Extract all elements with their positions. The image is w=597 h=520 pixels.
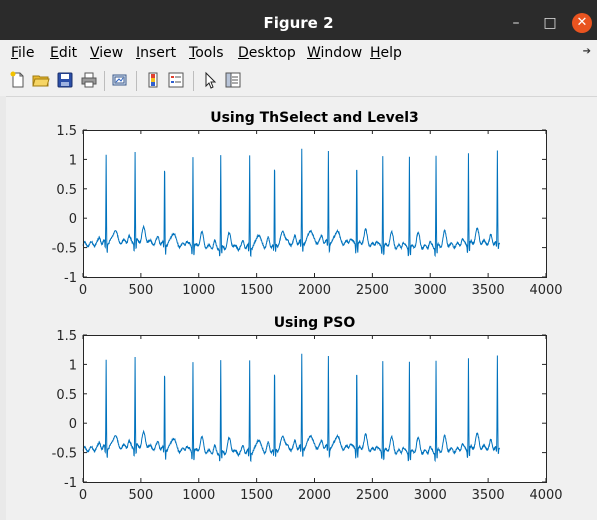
y-tick-label: 1 <box>69 153 77 168</box>
menu-view[interactable]: View <box>90 45 123 61</box>
axes-1-title: Using ThSelect and Level3 <box>210 110 419 126</box>
x-tick-label: 4000 <box>529 488 562 503</box>
menu-insert[interactable]: Insert <box>136 45 176 61</box>
axes-1: 0 500 1000 1500 2000 2500 3000 3500 4000 -1 -0.5 0 0… <box>52 124 563 298</box>
close-button[interactable]: ✕ <box>572 13 592 33</box>
y-tick-label: 1 <box>69 358 77 373</box>
axes-2: 0 500 1000 1500 2000 2500 3000 3500 4000 -1 -0.5 0 0… <box>52 329 563 503</box>
x-tick-label: 1500 <box>240 488 273 503</box>
axes-1-signal-line <box>82 148 501 258</box>
y-tick-label: 0.5 <box>56 183 77 198</box>
insert-colorbar-icon[interactable] <box>144 71 162 89</box>
x-tick-label: 500 <box>128 283 153 298</box>
menu-window[interactable]: Window <box>307 45 362 61</box>
x-tick-label: 2500 <box>356 488 389 503</box>
menu-file-rest: ile <box>18 45 35 61</box>
window-title: Figure 2 <box>263 14 334 32</box>
x-tick-label: 2000 <box>298 488 331 503</box>
window-titlebar[interactable]: Figure 2 – □ ✕ <box>0 0 597 40</box>
background-window-strip <box>0 96 6 520</box>
new-figure-icon[interactable] <box>9 71 27 89</box>
property-inspector-icon[interactable] <box>224 71 242 89</box>
menu-tools[interactable]: Tools <box>189 45 224 61</box>
y-tick-label: 0 <box>69 212 77 227</box>
menu-desktop-rest: esktop <box>248 45 296 61</box>
menu-help[interactable]: Help <box>370 45 402 61</box>
menu-view-mnemonic: V <box>90 45 100 61</box>
x-tick-label: 1500 <box>240 283 273 298</box>
menu-file-mnemonic: F <box>11 45 19 61</box>
x-tick-label: 0 <box>79 283 87 298</box>
menu-help-rest: elp <box>380 45 402 61</box>
menubar-dock-arrow-icon[interactable]: ➔ <box>582 46 591 57</box>
y-tick-label: 0 <box>69 417 77 432</box>
maximize-button[interactable]: □ <box>543 15 557 31</box>
menu-edit-mnemonic: E <box>50 45 59 61</box>
save-icon[interactable] <box>56 71 74 89</box>
menu-file[interactable]: File <box>11 45 34 61</box>
y-tick-label: -0.5 <box>52 242 77 257</box>
menu-insert-rest: nsert <box>140 45 177 61</box>
y-tick-label: 1.5 <box>56 329 77 344</box>
y-tick-label: 1.5 <box>56 124 77 139</box>
toolbar-separator <box>193 71 194 91</box>
menu-edit-rest: dit <box>58 45 78 61</box>
toolbar-separator <box>136 71 137 91</box>
x-tick-label: 1000 <box>182 488 215 503</box>
axes-2-background <box>83 335 546 482</box>
menu-insert-mnemonic: I <box>136 45 141 61</box>
axes-1-background <box>83 130 546 277</box>
menu-view-rest: iew <box>99 45 124 61</box>
y-tick-label: -1 <box>64 476 77 491</box>
link-figure-icon[interactable] <box>111 71 129 89</box>
y-tick-label: 0.5 <box>56 388 77 403</box>
edit-plot-arrow-icon[interactable] <box>201 71 219 89</box>
x-tick-label: 3500 <box>472 283 505 298</box>
menu-help-mnemonic: H <box>370 45 381 61</box>
menubar: File Edit View Insert Tools Desktop Wind… <box>0 40 597 66</box>
menu-window-rest: indow <box>320 45 363 61</box>
x-tick-label: 3000 <box>414 488 447 503</box>
minimize-button[interactable]: – <box>512 15 520 31</box>
menu-tools-rest: ools <box>195 45 224 61</box>
y-tick-label: -0.5 <box>52 447 77 462</box>
x-tick-label: 1000 <box>182 283 215 298</box>
print-icon[interactable] <box>80 71 98 89</box>
x-tick-label: 4000 <box>529 283 562 298</box>
x-tick-label: 2500 <box>356 283 389 298</box>
menu-tools-mnemonic: T <box>189 45 196 61</box>
x-tick-label: 2000 <box>298 283 331 298</box>
insert-legend-icon[interactable] <box>167 71 185 89</box>
menu-window-mnemonic: W <box>307 45 321 61</box>
menu-edit[interactable]: Edit <box>50 45 77 61</box>
x-tick-label: 3500 <box>472 488 505 503</box>
x-tick-label: 0 <box>79 488 87 503</box>
menu-desktop[interactable]: Desktop <box>238 45 296 61</box>
toolbar-separator <box>104 71 105 91</box>
x-tick-label: 500 <box>128 488 153 503</box>
axes-2-signal-line <box>82 353 501 463</box>
axes-2-title: Using PSO <box>273 315 356 331</box>
open-file-icon[interactable] <box>32 71 50 89</box>
figure-toolbar <box>0 66 597 97</box>
menu-desktop-mnemonic: D <box>238 45 249 61</box>
x-tick-label: 3000 <box>414 283 447 298</box>
y-tick-label: -1 <box>64 271 77 286</box>
